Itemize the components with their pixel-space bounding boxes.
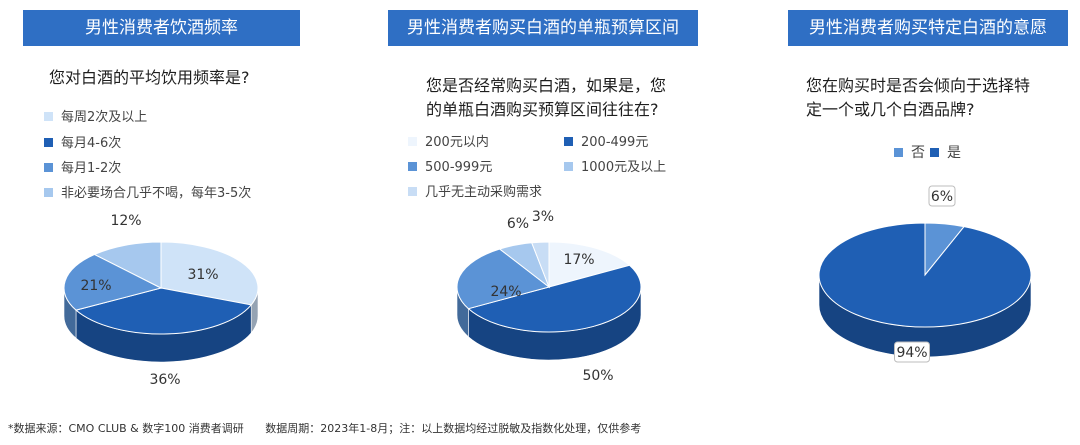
data-label: 94% xyxy=(896,345,927,361)
chart-panel-budget-range: 男性消费者购买白酒的单瓶预算区间 您是否经常购买白酒，如果是，您 的单瓶白酒购买… xyxy=(360,0,720,420)
chart-title: 男性消费者购买白酒的单瓶预算区间 xyxy=(388,10,698,46)
legend-swatch xyxy=(44,138,53,147)
data-label: 21% xyxy=(80,278,111,294)
legend-swatch xyxy=(408,137,417,146)
legend-entry: 否 xyxy=(894,142,925,162)
chart-panel-brand-preference: 男性消费者购买特定白酒的意愿 您在购买时是否会倾向于选择特 定一个或几个白酒品牌… xyxy=(720,0,1080,420)
data-label-box xyxy=(894,341,930,363)
data-label: 24% xyxy=(490,284,521,300)
chart-question: 您在购买时是否会倾向于选择特 定一个或几个白酒品牌? xyxy=(806,76,1031,119)
legend-swatch xyxy=(564,137,573,146)
legend-swatch xyxy=(564,162,573,171)
data-label: 31% xyxy=(187,267,218,283)
legend-swatch xyxy=(930,148,939,157)
legend-swatch xyxy=(408,162,417,171)
pie-slice xyxy=(74,287,253,335)
pie-slice xyxy=(548,241,631,288)
legend-swatch xyxy=(44,112,53,121)
legend-swatch xyxy=(894,148,903,157)
data-label: 3% xyxy=(532,209,554,225)
data-label: 12% xyxy=(110,213,141,229)
legend-entry: 非必要场合几乎不喝，每年3-5次 xyxy=(44,182,251,201)
legend-entry: 每月4-6次 xyxy=(44,132,121,151)
legend-entry: 200元以内 xyxy=(408,131,489,150)
footnote-period: 数据周期：2023年1-8月；注：以上数据均经过脱敏及指数化处理，仅供参考 xyxy=(265,422,642,435)
chart-title: 男性消费者饮酒频率 xyxy=(23,10,300,46)
legend-entry: 200-499元 xyxy=(564,131,648,150)
legend-swatch xyxy=(408,187,417,196)
data-label: 36% xyxy=(149,372,180,388)
chart-question: 您是否经常购买白酒，如果是，您 的单瓶白酒购买预算区间往往在? xyxy=(426,76,667,119)
pie-slice xyxy=(818,222,1032,328)
chart-title: 男性消费者购买特定白酒的意愿 xyxy=(788,10,1068,46)
pie-slice xyxy=(160,241,259,306)
pie-chart: 17% 50% 24% 6% 3% xyxy=(456,209,642,384)
footnote-source: *数据来源：CMO CLUB & 数字100 消费者调研 xyxy=(8,422,244,435)
pie-slice xyxy=(63,253,163,311)
chart-panel-drinking-frequency: 男性消费者饮酒频率 您对白酒的平均饮用频率是? 每周2次及以上 每月4-6次 每… xyxy=(0,0,360,420)
pie-chart: 6% 94% xyxy=(818,185,1032,363)
legend-entry: 每周2次及以上 xyxy=(44,106,147,125)
data-label: 6% xyxy=(507,216,529,232)
legend-entry: 是 xyxy=(930,142,961,162)
data-label-box xyxy=(928,185,956,207)
legend-entry: 几乎无主动采购需求 xyxy=(408,181,542,200)
pie-chart: 31% 36% 21% 12% xyxy=(63,213,259,388)
pie-slice xyxy=(456,248,551,310)
data-label: 17% xyxy=(563,252,594,268)
data-label: 6% xyxy=(931,189,953,205)
legend-swatch xyxy=(44,188,53,197)
legend-entry: 500-999元 xyxy=(408,156,492,175)
legend-entry: 每月1-2次 xyxy=(44,157,121,176)
data-label: 50% xyxy=(582,368,613,384)
pie-slice xyxy=(531,241,550,288)
pie-slice xyxy=(467,264,642,333)
pie-slice xyxy=(93,241,162,289)
legend-entry: 1000元及以上 xyxy=(564,156,666,175)
chart-question: 您对白酒的平均饮用频率是? xyxy=(49,68,250,87)
footnote: *数据来源：CMO CLUB & 数字100 消费者调研 数据周期：2023年1… xyxy=(8,420,645,436)
legend-swatch xyxy=(44,163,53,172)
